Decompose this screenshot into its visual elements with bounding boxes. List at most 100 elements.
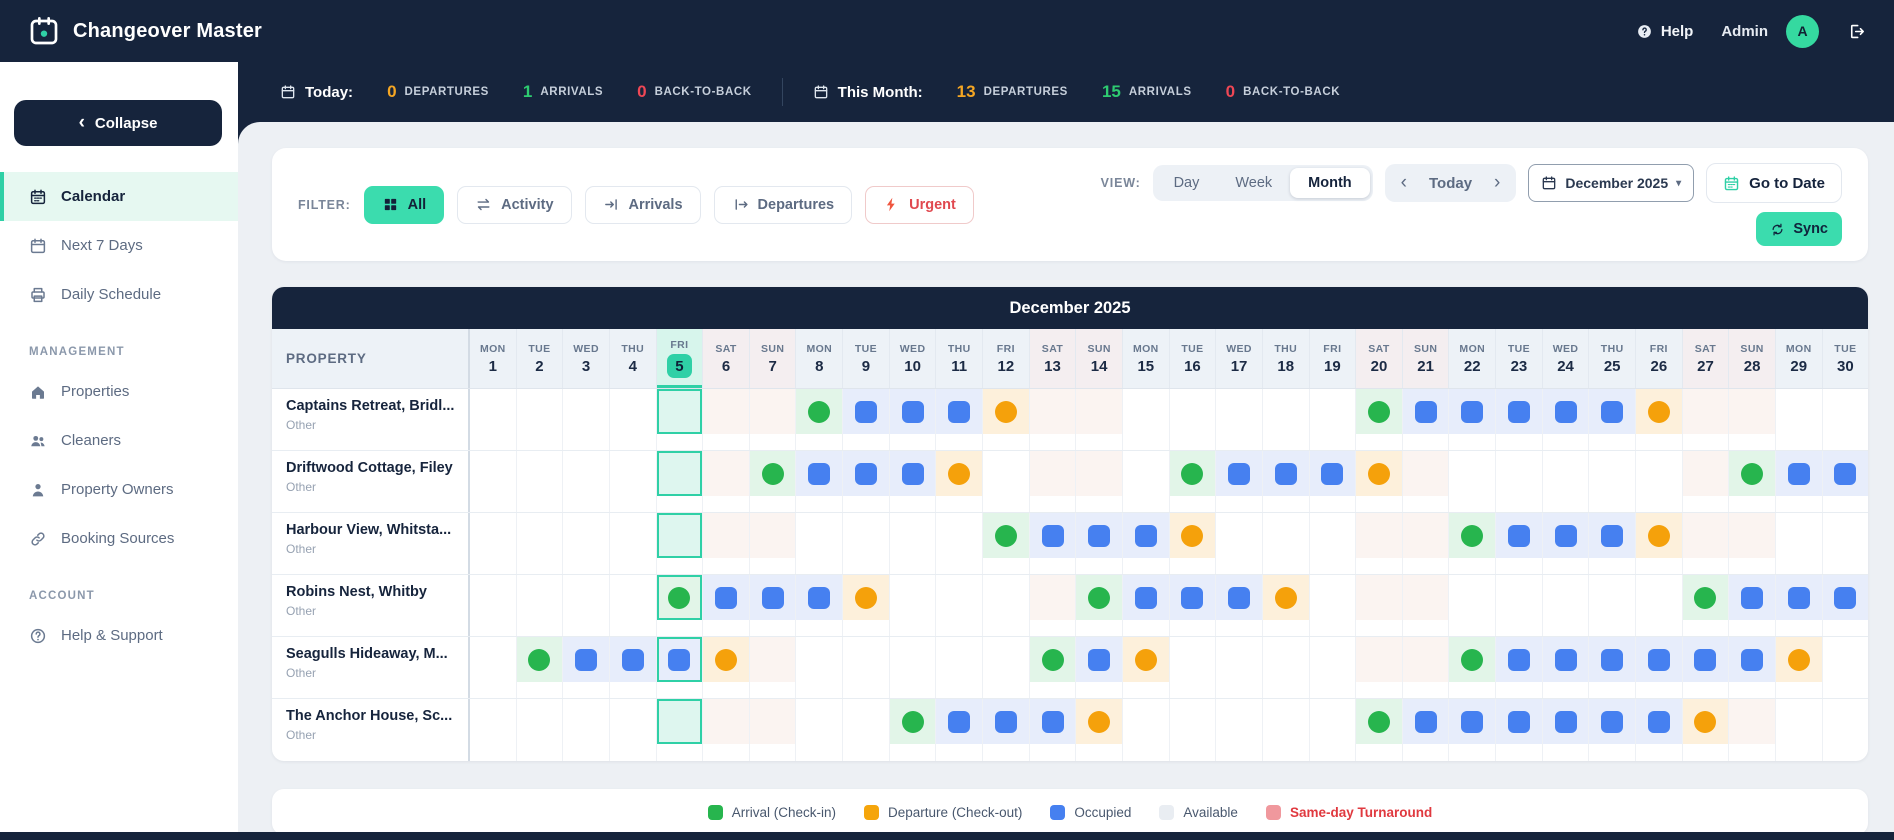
calendar-cell[interactable] [1029, 389, 1077, 450]
calendar-cell[interactable] [1169, 451, 1217, 512]
calendar-cell[interactable] [843, 451, 890, 512]
calendar-cell[interactable] [1636, 513, 1683, 574]
calendar-cell[interactable] [563, 637, 610, 698]
calendar-cell[interactable] [1216, 389, 1263, 450]
sidebar-item-calendar[interactable]: Calendar [0, 172, 238, 221]
calendar-cell[interactable] [1356, 513, 1403, 574]
calendar-cell[interactable] [1589, 699, 1637, 761]
calendar-cell[interactable] [563, 389, 610, 450]
collapse-button[interactable]: ‹ Collapse [14, 100, 222, 146]
property-cell[interactable]: Harbour View, Whitsta... Other [272, 513, 470, 574]
calendar-cell[interactable] [1263, 389, 1310, 450]
calendar-cell[interactable] [1310, 699, 1357, 761]
calendar-cell[interactable] [1170, 699, 1217, 761]
calendar-cell[interactable] [936, 451, 984, 512]
prev-button[interactable]: ‹ [1400, 171, 1407, 193]
calendar-cell[interactable] [843, 699, 890, 761]
calendar-cell[interactable] [1775, 451, 1823, 512]
calendar-cell[interactable] [1309, 451, 1357, 512]
calendar-cell[interactable] [936, 699, 984, 761]
calendar-cell[interactable] [517, 699, 564, 761]
calendar-cell[interactable] [1356, 637, 1403, 698]
calendar-cell[interactable] [610, 513, 657, 574]
calendar-cell[interactable] [656, 575, 704, 636]
calendar-cell[interactable] [1729, 575, 1776, 636]
calendar-cell[interactable] [517, 513, 564, 574]
calendar-cell[interactable] [983, 389, 1030, 450]
property-cell[interactable]: Seagulls Hideaway, M... Other [272, 637, 470, 698]
calendar-cell[interactable] [1310, 513, 1357, 574]
sidebar-item-help-support[interactable]: Help & Support [0, 611, 238, 660]
calendar-cell[interactable] [1542, 389, 1590, 450]
calendar-cell[interactable] [1449, 699, 1497, 761]
calendar-cell[interactable] [843, 575, 890, 636]
calendar-cell[interactable] [1823, 699, 1868, 761]
sidebar-item-property-owners[interactable]: Property Owners [0, 465, 238, 514]
calendar-cell[interactable] [1402, 451, 1450, 512]
calendar-cell[interactable] [1216, 637, 1263, 698]
calendar-cell[interactable] [936, 575, 984, 636]
calendar-cell[interactable] [1636, 389, 1683, 450]
calendar-cell[interactable] [1589, 575, 1637, 636]
calendar-cell[interactable] [843, 637, 890, 698]
calendar-cell[interactable] [749, 513, 797, 574]
calendar-cell[interactable] [1029, 451, 1077, 512]
calendar-cell[interactable] [1310, 575, 1357, 636]
calendar-cell[interactable] [703, 699, 750, 761]
view-day[interactable]: Day [1173, 175, 1200, 191]
calendar-cell[interactable] [1076, 389, 1123, 450]
calendar-cell[interactable] [796, 513, 844, 574]
calendar-cell[interactable] [889, 699, 937, 761]
property-cell[interactable]: Captains Retreat, Bridl... Other [272, 389, 470, 450]
calendar-cell[interactable] [610, 389, 657, 450]
month-selector[interactable]: December 2025 ▾ [1528, 164, 1695, 202]
calendar-cell[interactable] [1262, 451, 1310, 512]
avatar[interactable]: A [1786, 14, 1819, 48]
calendar-cell[interactable] [1496, 451, 1543, 512]
next-button[interactable]: › [1494, 171, 1501, 193]
calendar-cell[interactable] [1682, 575, 1730, 636]
calendar-cell[interactable] [1682, 699, 1730, 761]
calendar-cell[interactable] [656, 389, 704, 450]
calendar-cell[interactable] [1449, 389, 1497, 450]
calendar-cell[interactable] [1729, 389, 1776, 450]
calendar-cell[interactable] [1122, 575, 1170, 636]
calendar-cell[interactable] [1589, 389, 1637, 450]
calendar-cell[interactable] [796, 699, 844, 761]
calendar-cell[interactable] [563, 451, 610, 512]
calendar-cell[interactable] [1729, 699, 1776, 761]
calendar-cell[interactable] [1543, 451, 1590, 512]
calendar-cell[interactable] [1076, 513, 1123, 574]
calendar-cell[interactable] [1496, 699, 1543, 761]
calendar-cell[interactable] [1729, 637, 1776, 698]
calendar-cell[interactable] [1682, 451, 1730, 512]
calendar-cell[interactable] [936, 637, 984, 698]
logout-icon[interactable] [1847, 22, 1866, 41]
calendar-cell[interactable] [843, 389, 890, 450]
calendar-cell[interactable] [1029, 575, 1077, 636]
calendar-cell[interactable] [1216, 699, 1263, 761]
calendar-cell[interactable] [1682, 389, 1730, 450]
calendar-cell[interactable] [1076, 699, 1123, 761]
calendar-cell[interactable] [1310, 637, 1357, 698]
property-cell[interactable]: Robins Nest, Whitby Other [272, 575, 470, 636]
calendar-cell[interactable] [1822, 575, 1868, 636]
calendar-cell[interactable] [1542, 637, 1590, 698]
calendar-cell[interactable] [703, 389, 750, 450]
calendar-cell[interactable] [1402, 575, 1450, 636]
calendar-cell[interactable] [1123, 699, 1170, 761]
calendar-cell[interactable] [1776, 389, 1823, 450]
calendar-cell[interactable] [749, 389, 797, 450]
calendar-cell[interactable] [656, 637, 704, 698]
calendar-cell[interactable] [1682, 637, 1730, 698]
calendar-cell[interactable] [1356, 699, 1403, 761]
calendar-cell[interactable] [1310, 389, 1357, 450]
calendar-cell[interactable] [563, 513, 610, 574]
today-button[interactable]: Today [1428, 174, 1473, 192]
sidebar-item-cleaners[interactable]: Cleaners [0, 416, 238, 465]
calendar-cell[interactable] [470, 575, 517, 636]
calendar-cell[interactable] [796, 451, 844, 512]
view-month[interactable]: Month [1290, 168, 1370, 198]
calendar-cell[interactable] [1636, 451, 1683, 512]
calendar-cell[interactable] [1123, 451, 1170, 512]
